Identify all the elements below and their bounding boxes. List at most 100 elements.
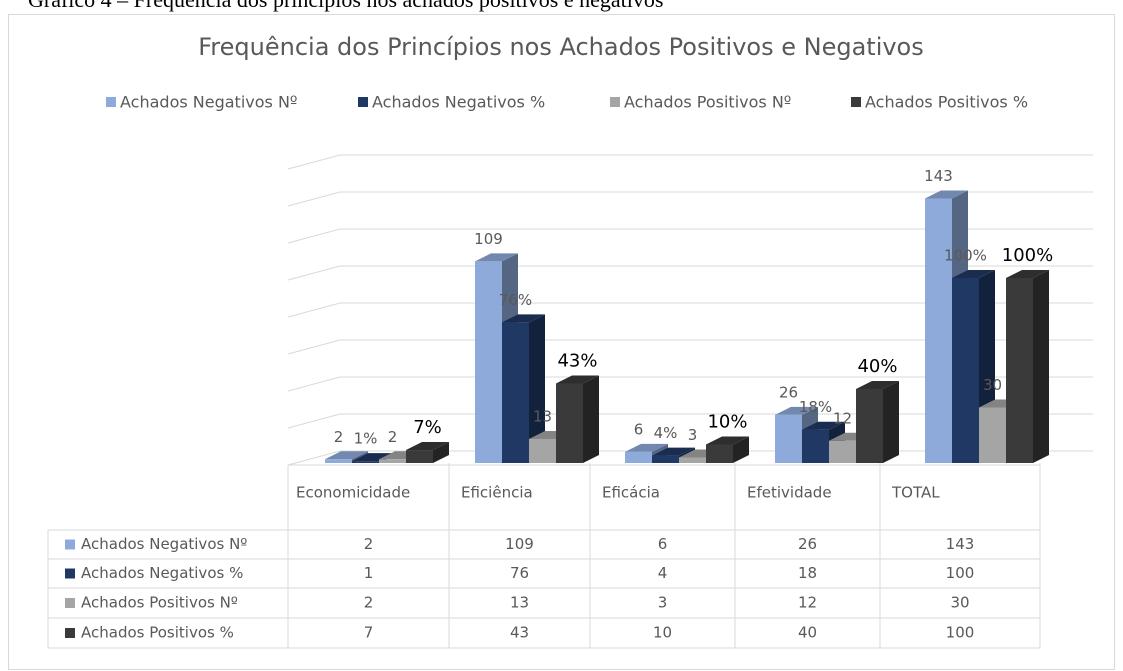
bar [406,442,449,463]
bar-front [529,438,556,463]
data-label: 10% [707,412,747,433]
bar [952,270,995,463]
data-label: 76% [499,291,532,309]
table-swatch [65,598,75,608]
table-cell: 2 [364,594,374,612]
table-cell: 2 [364,535,374,553]
data-label: 13 [533,407,552,425]
table-cell: 30 [950,594,969,612]
data-label: 40% [857,356,897,377]
data-label: 109 [474,230,503,248]
grid-line [287,265,1093,281]
bar-top [502,314,545,323]
grid-line [287,228,1093,244]
bar-side [433,442,449,463]
bar-side [733,436,749,463]
bar-front [706,444,733,463]
data-label: 30 [983,376,1002,394]
bar [556,375,599,463]
x-tick-label: Eficácia [602,484,660,502]
bar [1006,270,1049,463]
bar-top [475,253,518,262]
data-label: 6 [634,420,644,438]
table-cell: 109 [505,535,534,553]
bar-front [556,383,583,463]
table-row-label: Achados Positivos Nº [81,594,238,612]
bar-front [679,457,706,463]
caption: Gráfico 4 – Frequência dos princípios no… [28,0,663,12]
legend-label: Achados Negativos Nº [120,93,297,112]
bar-front [325,459,352,463]
bar-top [775,406,818,415]
table-cell: 18 [798,564,817,582]
data-label: 12 [833,409,852,427]
data-label: 3 [688,426,698,444]
data-label: 18% [799,398,832,416]
bar-top [1006,270,1049,278]
bar-front [979,407,1006,463]
data-label: 143 [924,167,953,185]
legend-swatch [851,97,861,107]
legend-label: Achados Positivos % [865,93,1028,112]
bar-front [829,440,856,463]
x-tick-label: Eficiência [461,484,533,502]
bar-top [556,375,599,384]
grid-line [287,154,1093,170]
bar-front [406,450,433,463]
table-cell: 13 [510,594,529,612]
legend-swatch [106,97,116,107]
x-tick-label: Economicidade [296,484,410,502]
legend-label: Achados Negativos % [372,93,545,112]
chart-frame [8,14,1115,670]
table-swatch [65,568,75,579]
table-cell: 12 [798,594,817,612]
table-cell: 1 [364,564,374,582]
grid-line [287,302,1093,318]
table-cell: 100 [946,624,975,642]
x-tick-label: Efetividade [747,484,832,502]
grid-line [287,413,1093,429]
bar-top [352,453,395,462]
table-cell: 100 [946,564,975,582]
table-cell: 10 [653,624,672,642]
bar-front [652,455,679,463]
table-cell: 43 [510,624,529,642]
bar-front [856,389,883,463]
legend-swatch [358,97,368,107]
data-label: 100% [944,247,987,265]
bar [856,381,899,463]
bar-side [583,375,599,463]
bar-top [925,190,968,199]
grid-line [287,191,1093,207]
legend-swatch [610,97,620,107]
legend-label: Achados Positivos Nº [624,93,791,112]
data-label: 26 [779,383,798,401]
table-row-label: Achados Positivos % [81,624,234,642]
table-cell: 6 [658,535,668,553]
bar-front [925,198,952,463]
bar-top [652,447,695,456]
table-row-label: Achados Negativos % [81,564,243,582]
bar-front [952,278,979,463]
bar-front [1006,278,1033,463]
bar-top [625,443,668,452]
bar [706,436,749,463]
grid-line [287,339,1093,355]
data-label: 43% [557,350,597,371]
table-cell: 40 [798,624,817,642]
chart-title: Frequência dos Princípios nos Achados Po… [198,33,924,61]
table-cell: 76 [510,564,529,582]
bar-front [775,414,802,463]
bar-top [802,421,845,430]
bar-front [352,461,379,463]
data-label: 100% [1002,245,1053,266]
table-row-label: Achados Negativos Nº [81,535,247,553]
table-swatch [65,628,75,638]
data-label: 7% [413,417,442,438]
bar-top [952,270,995,278]
bar-side [1033,270,1049,463]
bar-top [406,442,449,451]
table-cell: 143 [946,535,975,553]
data-label: 4% [654,424,678,442]
